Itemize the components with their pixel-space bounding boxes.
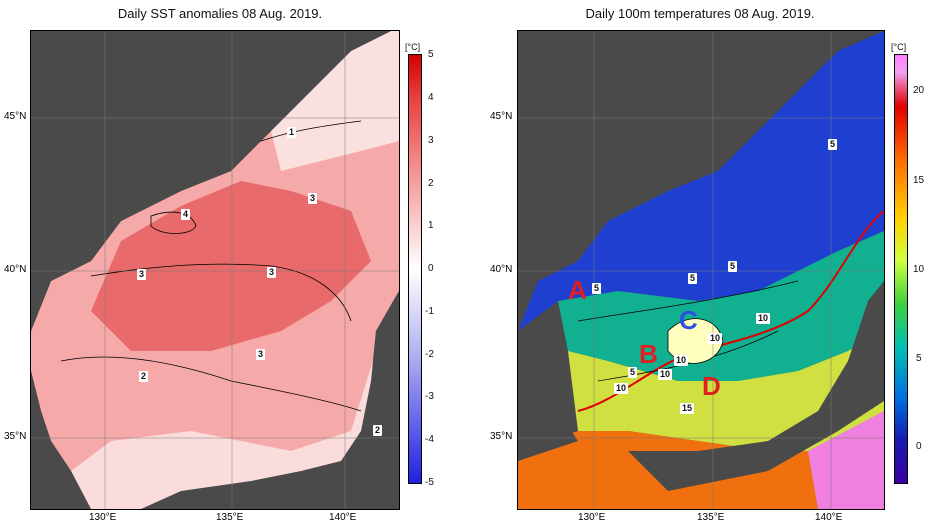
contour-label: 10 [614,383,629,394]
lon-label: 130°E [89,512,117,523]
colorbar-tick-label: 1 [428,220,434,231]
land-japan-honshu [141,291,399,509]
colorbar-tick-label: 5 [916,353,922,364]
contour-5 [577,280,799,322]
region-letter-c: C [679,305,698,335]
contour-label: 10 [708,333,723,344]
contour-label: 5 [688,273,698,284]
contour-label: 5 [828,139,838,150]
lon-label: 135°E [697,512,725,523]
contour-label: 5 [728,261,738,272]
colorbar-tick-label: 4 [428,92,434,103]
contour-label: 3 [308,193,318,204]
left-map-graphic [31,31,399,509]
colorbar-tick-label: 2 [428,178,434,189]
colorbar-tick-label: 10 [913,264,925,275]
colorbar-tick-label: -5 [425,477,434,488]
colorbar-unit: [°C] [891,42,907,52]
contour-label: 3 [267,267,277,278]
colorbar-tick-label: 0 [916,441,922,452]
kuroshio-pink [808,411,884,509]
mid-water [558,231,884,381]
contour-2 [60,356,362,412]
cold-water [518,31,884,331]
warm-core [91,181,371,351]
front-line [577,210,884,412]
lat-label: 35°N [490,431,513,442]
contour-label: 1 [287,127,297,138]
colorbar-tick-label: 3 [428,135,434,146]
colorbar-tick-label: 5 [428,49,434,60]
lon-label: 140°E [815,512,843,523]
contour-4 [150,211,197,234]
contour-label: 3 [137,269,147,280]
colorbar-tick-label: -1 [425,306,434,317]
land-asia-mainland [31,31,391,331]
south-pale-area [71,311,399,509]
contour-label: 5 [628,367,638,378]
contour-label: 10 [756,313,771,324]
colorbar-tick-label: 15 [913,175,925,186]
lon-label: 140°E [329,512,357,523]
lat-label: 45°N [4,111,27,122]
colorbar-unit: [°C] [405,42,421,52]
lat-label: 35°N [4,431,27,442]
contour-label: 4 [181,209,191,220]
colorbar-tick-label: 0 [428,263,434,274]
contour-label: 10 [674,355,689,366]
graticule [518,31,884,509]
contour-label: 15 [680,403,695,414]
colorbar-tick-label: -3 [425,391,434,402]
land-korea [31,371,91,509]
lat-label: 40°N [490,264,513,275]
lon-label: 130°E [578,512,606,523]
left-panel-title: Daily SST anomalies 08 Aug. 2019. [117,6,323,21]
lat-label: 40°N [4,264,27,275]
colorbar-tick-label: -2 [425,349,434,360]
land-japan-honshu [628,281,884,491]
contour-label: 3 [256,349,266,360]
colorbar-tick-label: -4 [425,434,434,445]
region-letter-d: D [702,371,721,401]
right-panel-title: Daily 100m temperatures 08 Aug. 2019. [585,6,815,21]
region-letter-b: B [639,339,658,369]
colorbar-tick-label: 20 [913,85,925,96]
north-pale-area [271,31,399,171]
temperature-colorbar [894,54,908,484]
lon-label: 135°E [216,512,244,523]
land-korea [518,331,578,461]
left-map: 1 3 4 3 3 3 2 2 [30,30,400,510]
contour-label: 2 [373,425,383,436]
anomaly-colorbar [408,54,422,484]
contour-label: 10 [658,369,673,380]
right-map: 5 5 5 5 10 10 10 10 5 10 15 A B C D [517,30,885,510]
land-asia-mainland [518,31,838,311]
contour-label: 5 [592,283,602,294]
right-map-graphic [518,31,884,509]
contour-1 [260,120,362,142]
contour-label: 2 [139,371,149,382]
graticule [31,31,399,509]
region-letter-a: A [568,275,587,305]
lat-label: 45°N [490,111,513,122]
